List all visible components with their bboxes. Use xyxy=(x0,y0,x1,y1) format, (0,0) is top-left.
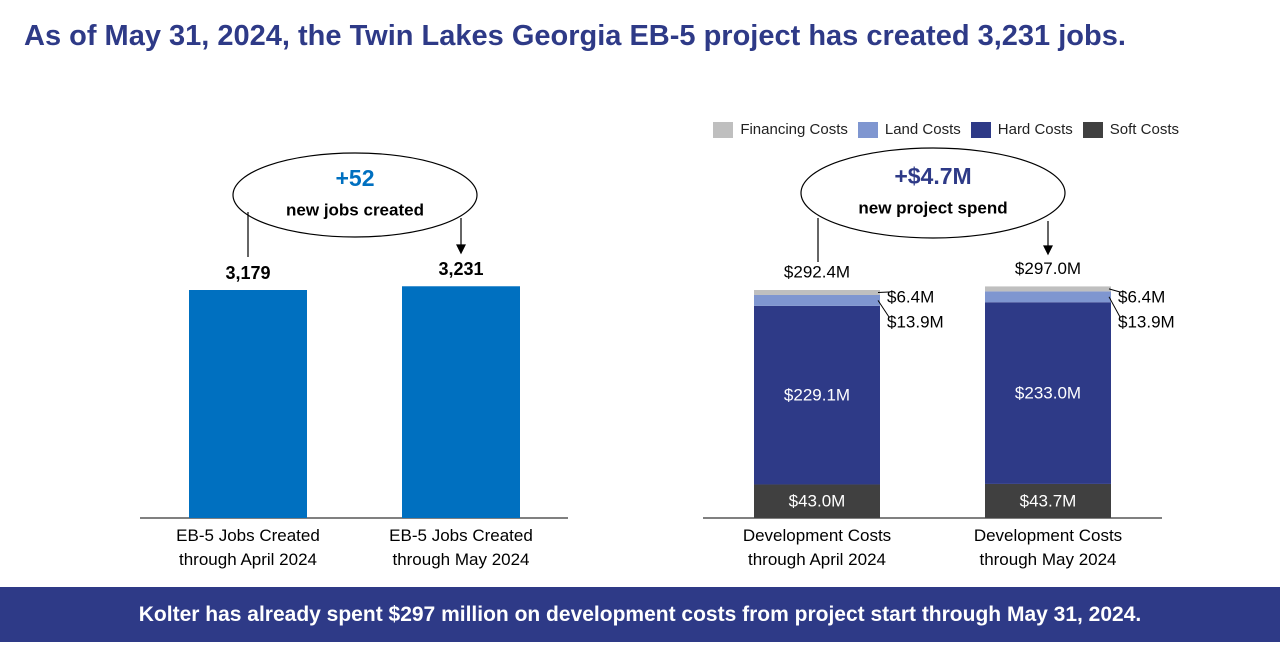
arrow-head xyxy=(1043,245,1053,256)
value-label: 3,179 xyxy=(225,263,270,283)
value-label: $13.9M xyxy=(887,312,944,331)
bar-segment xyxy=(985,302,1111,484)
legend-swatch xyxy=(970,121,991,138)
annotation-jobs xyxy=(232,152,478,257)
legend-swatch xyxy=(1082,121,1103,138)
bar-segment xyxy=(985,483,1111,518)
value-label: $13.9M xyxy=(1118,312,1175,331)
value-label: $6.4M xyxy=(887,287,934,306)
annotation-headline: +52 xyxy=(335,165,374,191)
bar-segment xyxy=(985,291,1111,303)
annotation-spend xyxy=(800,147,1066,262)
charts: 3,179 3,231 +52 new jobs created $43.0M $229.… xyxy=(140,147,1175,519)
value-label: 3,231 xyxy=(438,259,483,279)
leader-line xyxy=(1108,296,1121,318)
footer-banner: Kolter has already spent $297 million on… xyxy=(0,587,1280,642)
x-tick-label: EB-5 Jobs Created through April 2024 xyxy=(176,526,320,569)
bar-segment xyxy=(985,286,1111,292)
x-tick-label: Development Costs through April 2024 xyxy=(742,526,892,569)
bar-segment xyxy=(754,484,880,518)
bar-segment xyxy=(754,290,880,295)
legend-label: Soft Costs xyxy=(1109,121,1179,138)
x-tick-label: Development Costs through May 2024 xyxy=(973,526,1123,569)
legend-item: Financing Costs xyxy=(713,121,848,138)
legend-swatch xyxy=(713,121,734,138)
annotation-headline: +$4.7M xyxy=(894,163,971,189)
title: As of May 31, 2024, the Twin Lakes Georg… xyxy=(24,20,1126,52)
bar xyxy=(402,286,520,518)
legend-swatch xyxy=(857,121,878,138)
bar xyxy=(189,290,307,518)
callout-ellipse xyxy=(800,147,1066,239)
value-label: $6.4M xyxy=(1118,287,1165,306)
x-tick-label: EB-5 Jobs Created through May 2024 xyxy=(389,526,533,569)
callout-ellipse xyxy=(232,152,478,238)
legend-item: Hard Costs xyxy=(970,121,1073,138)
annotation-text: new project spend xyxy=(858,198,1007,217)
leader-line xyxy=(877,300,890,318)
bar-segment xyxy=(754,294,880,306)
annotation-text: new jobs created xyxy=(286,200,424,219)
legend-item: Land Costs xyxy=(857,121,961,138)
value-label: $43.7M xyxy=(1020,491,1077,510)
total-label: $292.4M xyxy=(784,262,850,281)
total-label: $297.0M xyxy=(1015,259,1081,278)
arrow-head xyxy=(456,244,466,255)
bar-segment xyxy=(754,305,880,485)
value-label: $229.1M xyxy=(784,386,850,405)
value-label: $233.0M xyxy=(1015,384,1081,403)
legend-label: Hard Costs xyxy=(997,121,1073,138)
value-label: $43.0M xyxy=(789,492,846,511)
legend-label: Financing Costs xyxy=(740,121,848,138)
legend: Financing Costs Land Costs Hard Costs Soft … xyxy=(713,121,1179,138)
legend-label: Land Costs xyxy=(884,121,961,138)
leader-line xyxy=(1108,288,1121,293)
legend-item: Soft Costs xyxy=(1082,121,1179,138)
